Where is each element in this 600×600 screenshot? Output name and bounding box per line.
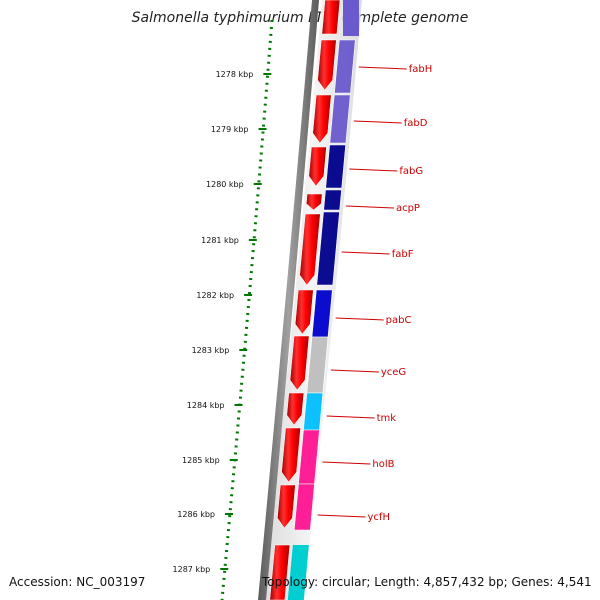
gene-feature-box	[329, 94, 351, 144]
gene-leader-line	[326, 415, 375, 419]
cds-arrow	[312, 94, 332, 144]
cds-arrow	[321, 0, 341, 35]
gene-feature-box	[325, 144, 346, 189]
gene-label: ycfH	[368, 512, 390, 523]
cds-arrows	[269, 0, 341, 600]
gene-label: fabF	[392, 249, 414, 260]
cds-arrow	[289, 335, 310, 391]
tick-label: 1287 kbp	[173, 565, 211, 574]
cds-arrow	[299, 213, 321, 286]
gene-feature-box	[323, 189, 342, 211]
tick-label: 1284 kbp	[187, 401, 225, 410]
gene-feature-box	[287, 545, 309, 600]
cds-arrow	[294, 289, 314, 335]
gene-label: tmk	[377, 413, 397, 424]
gene-label: holB	[372, 459, 394, 470]
gene-leader-line	[349, 168, 398, 172]
accession-text: Accession: NC_003197	[9, 575, 146, 589]
tick-label: 1285 kbp	[182, 456, 220, 465]
kbp-ruler	[220, 19, 274, 600]
gene-leader-line	[317, 514, 366, 518]
cds-arrow	[281, 427, 301, 483]
genome-backbone	[258, 0, 319, 600]
cds-arrow	[308, 146, 327, 187]
gene-features	[287, 0, 359, 600]
gene-leader-line	[335, 317, 384, 321]
gene-labels: fabH fabD fabG acpP fabF pabC yceG tmk holB ycfH	[317, 64, 433, 523]
gene-leader-line	[353, 120, 402, 124]
gene-label: fabD	[404, 118, 428, 129]
cds-arrow	[306, 193, 323, 211]
gene-leader-line	[345, 205, 394, 209]
tick-marks: 1278 kbp 1279 kbp 1280 kbp 1281 kbp 1282 kbp…	[173, 70, 272, 574]
tick-label: 1282 kbp	[196, 291, 234, 300]
cds-arrow	[317, 39, 337, 91]
tick-label: 1281 kbp	[201, 236, 239, 245]
cds-arrow	[286, 392, 305, 426]
gene-leader-line	[341, 251, 390, 255]
tick-label: 1279 kbp	[211, 125, 249, 134]
genome-stats-text: Topology: circular; Length: 4,857,432 bp…	[262, 575, 592, 589]
gene-leader-line	[358, 66, 407, 70]
gene-leader-line	[322, 461, 371, 465]
gene-feature-box	[316, 211, 340, 286]
map-title: Salmonella typhimurium LT2, complete gen…	[131, 10, 469, 26]
cds-arrow	[269, 544, 291, 600]
gene-label: pabC	[386, 315, 412, 326]
tick-label: 1283 kbp	[192, 346, 230, 355]
tick-label: 1286 kbp	[177, 510, 215, 519]
gene-feature-box	[293, 483, 315, 531]
cds-arrow	[277, 484, 296, 529]
gene-label: fabH	[409, 64, 433, 75]
gene-feature-box	[343, 0, 359, 36]
gene-leader-line	[330, 369, 379, 373]
gene-label: fabG	[399, 166, 423, 177]
gene-feature-box	[334, 39, 356, 94]
gene-feature-box	[303, 392, 324, 431]
tick-label: 1280 kbp	[206, 180, 244, 189]
tick-label: 1278 kbp	[216, 70, 254, 79]
gene-label: acpP	[396, 203, 420, 214]
gene-label: yceG	[381, 367, 406, 378]
